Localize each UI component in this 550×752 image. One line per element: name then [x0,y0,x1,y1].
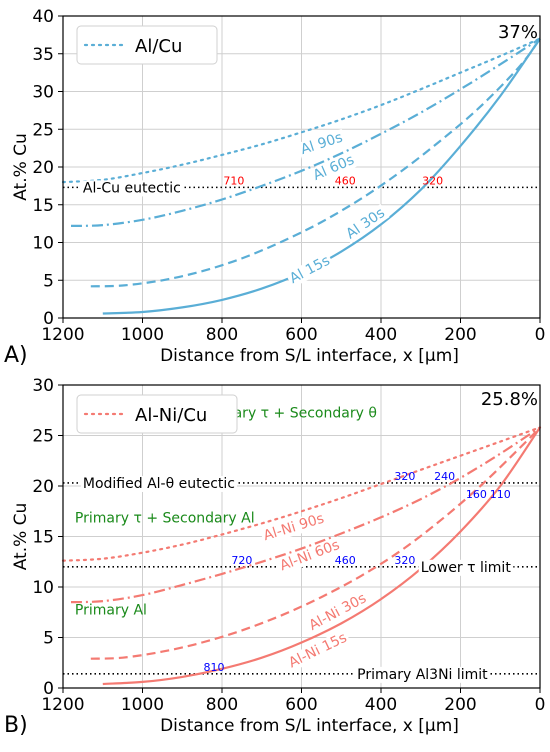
y-tick-label: 30 [32,83,54,103]
legend-box [76,394,238,434]
label-background [80,475,237,492]
label-background [284,628,352,673]
y-tick-label: 5 [43,271,54,291]
panel-b-chart: Modified Al-θ eutectic Lower τ limit Prima… [4,376,545,738]
annotation: 460 [335,554,356,567]
label-background [308,151,359,185]
y-tick-label: 35 [32,45,54,65]
annotation: 320 [394,554,415,567]
label-background [355,666,491,683]
annotation: 710 [223,174,244,187]
y-axis-label: At.% Cu [11,503,31,571]
panel-label: B) [4,713,28,738]
y-axis-label: At.% Cu [11,133,31,201]
legend-label: Al-Ni/Cu [135,405,207,426]
y-tick-label: 15 [32,196,54,216]
reference-line-label: Al-Cu eutectic [83,180,181,196]
x-tick-label: 1000 [121,325,164,345]
x-tick-label: 800 [206,695,238,715]
annotation: 160 [466,488,487,501]
label-background [275,536,344,575]
label-background [304,589,371,635]
reference-line-label: Modified Al-θ eutectic [83,476,235,492]
x-tick-label: 200 [444,695,476,715]
y-tick-label: 20 [32,158,54,178]
series-label: Al 15s [287,253,333,287]
x-tick-label: 0 [535,695,546,715]
annotation: 320 [394,470,415,483]
x-tick-label: 600 [285,325,317,345]
y-tick-label: 40 [32,7,54,27]
x-tick-label: 400 [365,325,397,345]
y-tick-label: 15 [32,528,54,548]
annotation: 460 [335,174,356,187]
x-tick-label: 600 [285,695,317,715]
y-tick-label: 20 [32,477,54,497]
x-tick-label: 400 [365,695,397,715]
annotation: 810 [204,661,225,674]
annotation: 240 [434,470,455,483]
legend-label: Al/Cu [135,36,182,57]
label-background [418,559,514,576]
series-line [70,426,541,604]
region-label: Primary Al [75,602,147,618]
series-line [70,37,541,227]
series-label: Al-Ni 90s [262,511,326,545]
top-value-label: 37% [498,22,538,43]
series-line [61,37,542,184]
series-line [61,426,542,562]
x-tick-label: 1000 [121,695,164,715]
label-background [259,510,328,545]
series-line [90,37,541,288]
annotation: 110 [490,488,511,501]
label-background [341,203,390,244]
x-axis-label: Distance from S/L interface, x [µm] [160,346,459,366]
annotation: 720 [231,554,252,567]
y-tick-label: 30 [32,376,54,396]
legend-box [76,25,218,65]
legend: Al/Cu [76,25,218,65]
series-label: Al 90s [299,130,345,158]
label-background [285,251,335,288]
series-line [90,426,541,660]
x-tick-label: 200 [444,325,476,345]
y-tick-label: 10 [32,234,54,254]
legend: Al-Ni/Cu [76,394,238,434]
y-tick-label: 0 [43,309,54,329]
reference-line-label: Primary Al3Ni limit [357,667,488,683]
y-tick-label: 25 [32,427,54,447]
reference-line-label: Lower τ limit [421,560,512,576]
x-tick-label: 0 [535,325,546,345]
x-tick-label: 1200 [41,695,84,715]
x-tick-label: 800 [206,325,238,345]
label-background [296,128,347,159]
panel-label: A) [4,343,28,368]
top-value-label: 25.8% [481,389,538,410]
region-label: Primary τ + Secondary θ [202,405,377,421]
annotation: 320 [422,174,443,187]
x-tick-label: 1200 [41,325,84,345]
x-axis-label: Distance from S/L interface, x [µm] [160,716,459,736]
y-tick-label: 0 [43,679,54,699]
series-line [102,426,541,686]
series-label: Al-Ni 60s [278,537,342,574]
y-tick-label: 5 [43,629,54,649]
gridlines [62,15,541,319]
region-label: Primary τ + Secondary Al [75,510,255,526]
label-background [80,180,183,197]
y-tick-label: 10 [32,578,54,598]
y-tick-label: 25 [32,120,54,140]
